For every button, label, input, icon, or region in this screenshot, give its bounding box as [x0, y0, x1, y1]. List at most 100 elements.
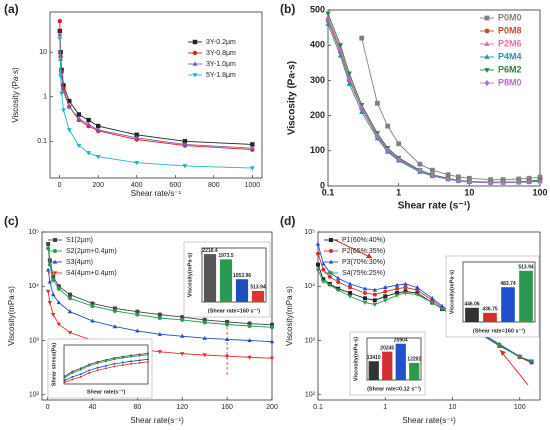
y-tick-label: 100 — [310, 145, 325, 155]
marker — [526, 175, 532, 181]
bar-value-label: 513.94 — [250, 285, 266, 291]
legend-label: S4(4μm+0.4μm) — [66, 270, 117, 277]
marker — [90, 301, 95, 306]
marker — [488, 179, 494, 186]
marker — [47, 279, 53, 284]
marker — [348, 291, 353, 296]
marker — [51, 292, 56, 297]
marker — [372, 302, 378, 307]
marker — [383, 289, 388, 294]
marker — [135, 328, 140, 333]
marker — [328, 259, 334, 264]
arrow — [499, 349, 529, 386]
marker — [61, 108, 66, 113]
marker — [415, 285, 420, 290]
marker — [95, 123, 101, 129]
marker — [359, 109, 365, 114]
inset-marker — [79, 368, 82, 371]
marker — [455, 174, 461, 180]
legend-label: S2(2μm+0.4μm) — [66, 248, 117, 255]
marker — [329, 238, 333, 242]
marker — [445, 172, 451, 178]
panel-label: (b) — [280, 2, 295, 16]
panel-label: (d) — [280, 214, 295, 228]
bar-value-label: 1053.96 — [233, 273, 251, 279]
marker — [383, 298, 388, 303]
x-tick-label: 100 — [514, 404, 526, 411]
inset-background — [47, 338, 153, 399]
marker — [135, 312, 140, 317]
inset-marker — [121, 364, 124, 367]
bar-value-label: 446.06 — [464, 302, 480, 308]
marker — [247, 321, 252, 326]
inset-y-label: Viscosity(mPa·s) — [353, 337, 359, 381]
legend-label: P0M8 — [498, 25, 522, 35]
marker — [134, 132, 139, 137]
x-tick-label: 1 — [383, 404, 387, 411]
y-tick-label: 10⁵ — [28, 229, 39, 236]
marker — [325, 21, 331, 26]
x-axis-label: Shear rate(s⁻¹) — [402, 416, 456, 425]
marker — [192, 39, 198, 45]
x-tick-label: 10 — [449, 404, 457, 411]
inset-frame — [462, 261, 536, 323]
marker — [270, 322, 274, 327]
marker — [66, 128, 72, 133]
marker — [336, 275, 341, 280]
bar-value-label: 20245 — [380, 345, 394, 351]
marker — [47, 300, 53, 305]
inset-marker — [130, 362, 133, 365]
panel-label: (c) — [4, 214, 19, 228]
bar-value-label: 483.74 — [500, 281, 516, 287]
marker — [157, 312, 162, 317]
x-tick-label: 200 — [266, 404, 278, 411]
marker — [439, 303, 445, 308]
inset-marker — [79, 375, 82, 378]
marker — [112, 324, 118, 329]
legend-label: P6M2 — [498, 64, 522, 74]
marker — [430, 295, 435, 300]
marker — [325, 11, 331, 17]
marker — [526, 178, 532, 185]
bar-value-label: 513.94 — [518, 265, 534, 271]
y-tick-label: 10⁴ — [304, 283, 315, 290]
marker — [484, 68, 490, 73]
bar — [465, 307, 479, 322]
y-tick-label: 300 — [310, 75, 325, 85]
marker — [346, 75, 352, 82]
marker — [329, 249, 333, 253]
marker — [315, 241, 321, 246]
marker — [249, 145, 255, 150]
marker — [46, 242, 51, 247]
marker — [192, 73, 198, 78]
marker — [157, 350, 163, 355]
marker — [225, 319, 230, 324]
marker — [202, 353, 207, 358]
y-tick-label: 400 — [310, 40, 325, 50]
marker — [484, 41, 490, 46]
marker — [249, 166, 255, 171]
marker — [182, 141, 188, 147]
y-tick-label: 10² — [305, 392, 316, 399]
marker — [53, 249, 57, 253]
inset-marker — [71, 371, 74, 374]
inset-marker — [138, 359, 141, 362]
bar — [483, 312, 497, 322]
plot-frame — [41, 231, 273, 401]
marker — [182, 139, 188, 144]
marker — [445, 175, 451, 183]
x-tick-label: 200 — [92, 182, 104, 189]
marker — [466, 175, 472, 181]
y-tick-label: 0 — [320, 180, 325, 190]
series-line — [361, 38, 540, 181]
marker — [415, 293, 420, 298]
marker — [346, 71, 352, 77]
inset-y-label: Viscosity(mPa·s) — [187, 253, 193, 297]
marker — [537, 177, 543, 185]
marker — [484, 15, 490, 21]
inset-marker — [130, 360, 133, 363]
inset-marker — [138, 361, 141, 364]
inset-frame — [63, 344, 149, 385]
x-tick-label: 0 — [58, 182, 62, 189]
x-axis-label: Shear rate/s⁻¹ — [131, 189, 182, 198]
